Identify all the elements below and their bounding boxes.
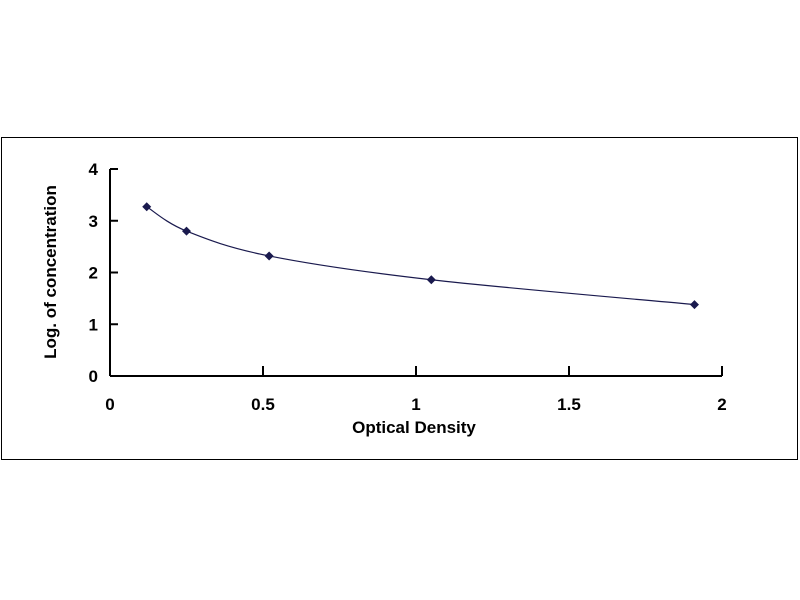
- data-point: [264, 251, 274, 261]
- x-axis-title: Optical Density: [352, 418, 476, 437]
- data-point: [689, 300, 699, 310]
- chart-frame: [1, 137, 798, 460]
- data-point: [142, 202, 152, 212]
- y-tick-label: 0: [89, 367, 98, 386]
- data-point: [182, 226, 191, 236]
- y-tick-label: 3: [89, 212, 98, 231]
- y-tick-label: 4: [89, 160, 99, 179]
- ticks: 0 0.5 1 1.5 2 0 1 2 3 4: [89, 160, 727, 414]
- x-tick-label: 0: [105, 395, 114, 414]
- y-axis-title: Log. of concentration: [41, 185, 60, 359]
- x-tick-label: 1: [411, 395, 420, 414]
- x-tick-label: 0.5: [251, 395, 275, 414]
- y-tick-label: 1: [89, 315, 98, 334]
- data-points: [142, 202, 699, 310]
- x-tick-label: 2: [717, 395, 726, 414]
- fit-curve: [146, 206, 695, 306]
- data-point: [426, 275, 436, 285]
- y-tick-label: 2: [89, 264, 98, 283]
- x-tick-label: 1.5: [557, 395, 581, 414]
- axes: [109, 169, 722, 377]
